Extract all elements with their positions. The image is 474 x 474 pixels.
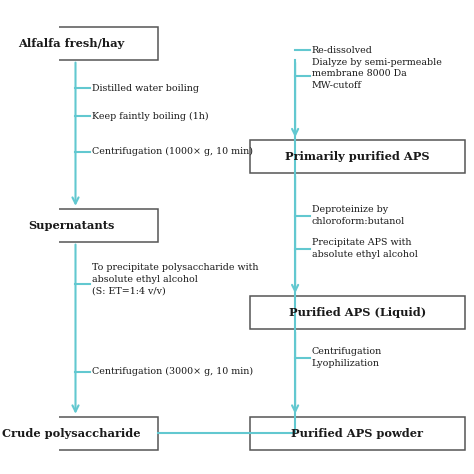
Text: Purified APS powder: Purified APS powder <box>292 428 423 438</box>
Text: Primarily purified APS: Primarily purified APS <box>285 151 429 162</box>
Text: Centrifugation (1000× g, 10 min): Centrifugation (1000× g, 10 min) <box>92 147 253 156</box>
FancyBboxPatch shape <box>249 140 465 173</box>
Text: Centrifugation
Lyophilization: Centrifugation Lyophilization <box>312 347 382 368</box>
Text: Supernatants: Supernatants <box>28 219 115 231</box>
FancyBboxPatch shape <box>0 417 158 450</box>
Text: To precipitate polysaccharide with
absolute ethyl alcohol
(S: ET=1:4 v/v): To precipitate polysaccharide with absol… <box>92 263 259 296</box>
FancyBboxPatch shape <box>249 417 465 450</box>
Text: Centrifugation (3000× g, 10 min): Centrifugation (3000× g, 10 min) <box>92 367 253 376</box>
Text: Dialyze by semi-permeable
membrane 8000 Da
MW-cutoff: Dialyze by semi-permeable membrane 8000 … <box>312 58 442 90</box>
Text: Alfalfa fresh/hay: Alfalfa fresh/hay <box>18 38 125 49</box>
Text: Precipitate APS with
absolute ethyl alcohol: Precipitate APS with absolute ethyl alco… <box>312 238 418 259</box>
Text: Re-dissolved: Re-dissolved <box>312 46 373 55</box>
FancyBboxPatch shape <box>0 27 158 60</box>
Text: Deproteinize by
chloroform:butanol: Deproteinize by chloroform:butanol <box>312 205 405 226</box>
FancyBboxPatch shape <box>249 296 465 329</box>
Text: Distilled water boiling: Distilled water boiling <box>92 83 199 92</box>
Text: Purified APS (Liquid): Purified APS (Liquid) <box>289 307 426 318</box>
FancyBboxPatch shape <box>0 209 158 242</box>
Text: Keep faintly boiling (1h): Keep faintly boiling (1h) <box>92 112 209 121</box>
Text: Crude polysaccharide: Crude polysaccharide <box>2 428 141 438</box>
